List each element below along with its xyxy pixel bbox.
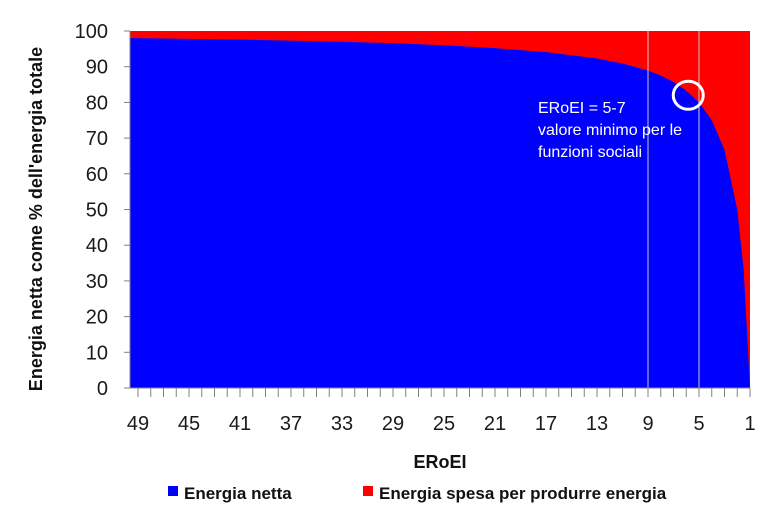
x-tick-label: 33 bbox=[331, 413, 353, 435]
y-tick-label: 40 bbox=[86, 235, 108, 257]
x-tick-label: 5 bbox=[693, 413, 704, 435]
y-tick-label: 70 bbox=[86, 128, 108, 150]
series-area-energia-netta bbox=[125, 38, 750, 388]
x-axis: 49 45 41 37 33 29 25 21 17 13 9 5 1 bbox=[127, 387, 756, 435]
x-tick-label: 29 bbox=[382, 413, 404, 435]
x-tick-label: 49 bbox=[127, 413, 149, 435]
legend-label-energia-spesa: Energia spesa per produrre energia bbox=[379, 484, 667, 503]
y-tick-label: 0 bbox=[97, 378, 108, 400]
reference-lines bbox=[647, 31, 700, 388]
y-tick-label: 60 bbox=[86, 164, 108, 186]
x-tick-label: 25 bbox=[433, 413, 455, 435]
x-ticks: 49 45 41 37 33 29 25 21 17 13 9 5 1 bbox=[127, 388, 756, 435]
y-ticks: 0 10 20 30 40 50 60 70 80 90 100 bbox=[75, 21, 130, 400]
legend-swatch-energia-spesa bbox=[363, 486, 373, 496]
y-axis-title: Energia netta come % dell'energia totale bbox=[26, 47, 46, 391]
x-tick-label: 17 bbox=[535, 413, 557, 435]
highlight-circle bbox=[671, 79, 705, 111]
y-tick-label: 20 bbox=[86, 307, 108, 329]
x-tick-label: 21 bbox=[484, 413, 506, 435]
annotation-line-3: funzioni sociali bbox=[538, 144, 642, 161]
plot-area: ERoEI = 5-7 valore minimo per le funzion… bbox=[125, 31, 750, 388]
y-axis: 0 10 20 30 40 50 60 70 80 90 100 bbox=[75, 21, 131, 400]
x-tick-label: 45 bbox=[178, 413, 200, 435]
y-tick-label: 100 bbox=[75, 21, 108, 43]
x-tick-label: 1 bbox=[744, 413, 755, 435]
legend-swatch-energia-netta bbox=[168, 486, 178, 496]
y-tick-label: 90 bbox=[86, 57, 108, 79]
x-tick-label: 13 bbox=[586, 413, 608, 435]
y-tick-label: 80 bbox=[86, 92, 108, 114]
annotation: ERoEI = 5-7 valore minimo per le funzion… bbox=[538, 100, 682, 161]
annotation-line-2: valore minimo per le bbox=[538, 122, 682, 139]
legend: Energia netta Energia spesa per produrre… bbox=[168, 484, 667, 503]
annotation-line-1: ERoEI = 5-7 bbox=[538, 100, 626, 117]
y-tick-label: 50 bbox=[86, 200, 108, 222]
x-tick-label: 37 bbox=[280, 413, 302, 435]
legend-label-energia-netta: Energia netta bbox=[184, 484, 292, 503]
y-tick-label: 10 bbox=[86, 342, 108, 364]
x-axis-title: ERoEI bbox=[413, 452, 466, 472]
x-tick-label: 9 bbox=[642, 413, 653, 435]
x-tick-label: 41 bbox=[229, 413, 251, 435]
y-tick-label: 30 bbox=[86, 271, 108, 293]
